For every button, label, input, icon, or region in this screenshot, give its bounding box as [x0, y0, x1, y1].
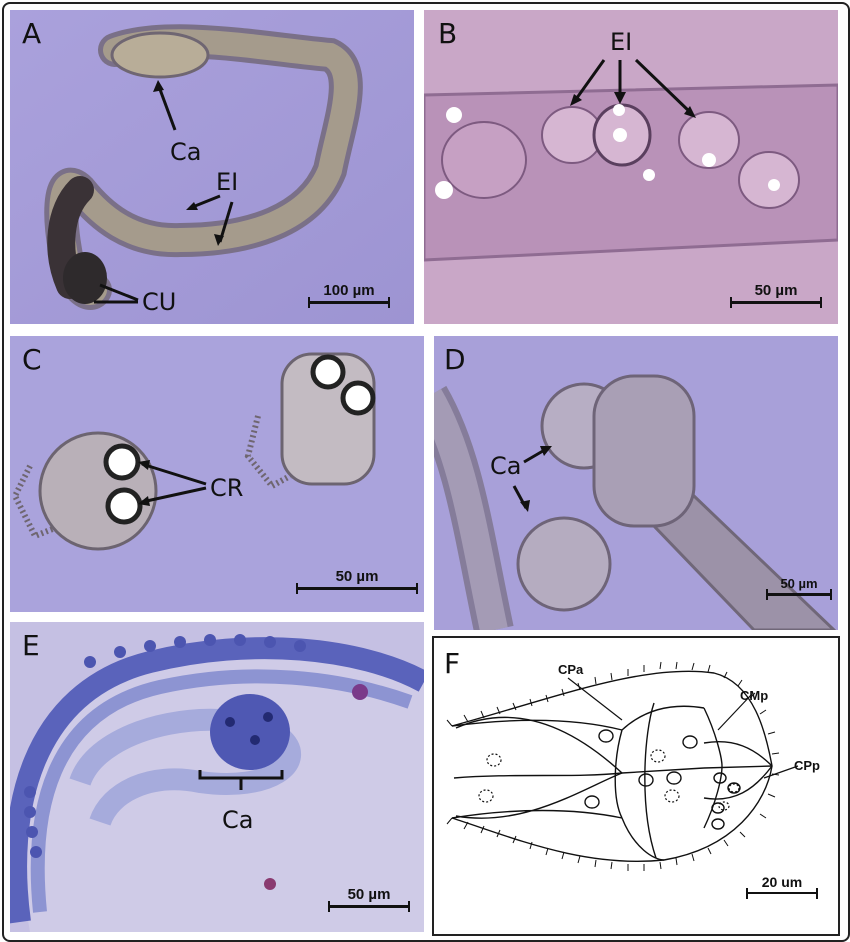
panel-a-label-ca: Ca: [170, 138, 202, 166]
panel-e-letter: E: [22, 629, 40, 662]
panel-d-label-ca: Ca: [490, 452, 522, 480]
panel-f-label-cpa: CPa: [558, 662, 584, 677]
panel-c-letter: C: [22, 343, 42, 376]
panel-f-scale-text: 20 um: [761, 874, 803, 890]
panel-b-scale-bar: 50 µm: [730, 282, 822, 308]
panel-b-label-ei: EI: [610, 28, 633, 56]
panel-e-image: [10, 622, 424, 932]
panel-b-letter: B: [438, 17, 458, 50]
panel-b-scale-text: 50 µm: [754, 282, 798, 299]
panel-e: E Ca 50 µm: [10, 622, 424, 932]
panel-f-label-cmp: CMp: [740, 688, 769, 703]
arrow-cu-1: [99, 283, 139, 302]
panel-f-scale-bar: 20 um: [746, 874, 818, 899]
panel-c-label-cr: CR: [210, 474, 244, 502]
arrow-ei-b1: [572, 59, 606, 103]
panel-d: D Ca 50 µm: [434, 336, 838, 630]
arrow-ca: [156, 83, 177, 131]
panel-d-image: [434, 336, 838, 630]
panel-f-drawing: [446, 661, 799, 871]
panel-a: A Ca EI CU 100 µm: [10, 10, 414, 324]
arrow-ei-b3: [634, 58, 694, 116]
panel-c: C CR 50 µm: [10, 336, 424, 612]
panel-a-label-ei: EI: [216, 168, 239, 196]
panel-e-label-ca: Ca: [222, 806, 254, 834]
panel-a-label-cu: CU: [142, 288, 177, 316]
arrow-ei-2: [218, 201, 234, 243]
panel-e-scale-bar: 50 µm: [328, 886, 410, 912]
panel-a-scale-bar: 100 µm: [308, 282, 390, 308]
panel-f-label-cpp: CPp: [794, 758, 820, 773]
panel-a-image: [10, 10, 414, 324]
arrow-cr-1: [141, 462, 207, 486]
panel-e-scale-text: 50 µm: [347, 886, 391, 903]
panel-c-scale-text: 50 µm: [335, 568, 379, 585]
panel-f-letter: F: [444, 647, 461, 680]
panel-d-scale-bar: 50 µm: [766, 576, 832, 600]
panel-b: B EI 50 µm: [424, 10, 838, 324]
panel-d-scale-text: 50 µm: [780, 576, 818, 591]
arrow-cr-2: [141, 486, 207, 504]
panel-b-image: [424, 10, 838, 324]
bracket-ca: [198, 770, 284, 790]
panel-a-letter: A: [22, 17, 42, 50]
panel-f: F CPa CMp CPp 20 um: [432, 636, 840, 936]
panel-c-image: [10, 336, 424, 612]
panel-d-letter: D: [444, 343, 466, 376]
panel-a-scale-text: 100 µm: [323, 282, 375, 299]
panel-c-scale-bar: 50 µm: [296, 568, 418, 594]
